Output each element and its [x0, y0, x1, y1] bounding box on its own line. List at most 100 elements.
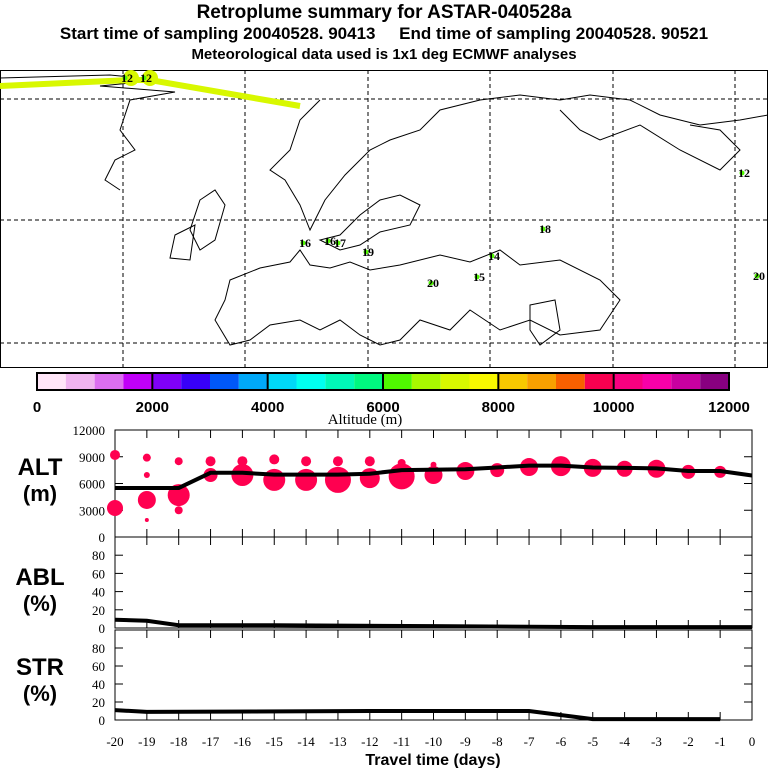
plume-point [325, 238, 331, 244]
plume-point [739, 170, 745, 176]
altitude-dot [324, 466, 351, 493]
colorbar-swatch [383, 373, 412, 390]
panel-label: STR [16, 654, 64, 681]
x-tick-label: -4 [619, 734, 630, 749]
colorbar-tick-label: 12000 [708, 399, 750, 416]
colorbar-swatch [411, 373, 441, 390]
alt-panel: 0 3000 6000 9000 12000 ALT(m) [18, 423, 753, 545]
plume-point [335, 240, 341, 246]
x-tick-label: -3 [651, 734, 662, 749]
colorbar-swatch [671, 373, 701, 390]
panel-unit: (%) [23, 591, 57, 616]
colorbar-swatch [37, 373, 66, 390]
y-tick-label: 60 [92, 566, 105, 581]
x-tick-label: 0 [749, 734, 756, 749]
altitude-dot [144, 518, 149, 523]
plume-point [363, 249, 369, 255]
colorbar: 0 2000 4000 6000 8000 10000 12000 Altitude (m) [33, 372, 750, 428]
x-tick-label: -5 [587, 734, 598, 749]
panel-unit: (%) [23, 681, 57, 706]
sampling-times: Start time of sampling 20040528. 90413 E… [59, 24, 709, 43]
x-tick-label: -13 [329, 734, 346, 749]
altitude-dot [143, 472, 150, 479]
panel-label: ABL [15, 564, 64, 591]
colorbar-swatch [325, 373, 355, 390]
altitude-dot [110, 449, 120, 460]
map-day-label: 15 [473, 270, 485, 284]
str-panel: 0 20 40 60 80 STR(%) [16, 629, 753, 728]
x-tick-label: -12 [361, 734, 378, 749]
colorbar-swatch [181, 373, 210, 390]
altitude-dot [174, 506, 183, 515]
altitude-dot [364, 456, 375, 467]
plume-point [141, 75, 147, 81]
colorbar-swatch [642, 373, 672, 390]
colorbar-swatch [152, 373, 182, 390]
chart-title: Retroplume summary for ASTAR-040528a [196, 2, 572, 23]
colorbar-swatch [556, 373, 585, 390]
colorbar-tick-label: 6000 [366, 399, 399, 416]
y-tick-label: 80 [92, 641, 105, 656]
y-tick-label: 12000 [73, 423, 106, 438]
map-day-label: 14 [488, 249, 500, 263]
plume-point [540, 226, 546, 232]
map-day-label: 20 [427, 276, 439, 290]
x-tick-label: -16 [234, 734, 252, 749]
map-day-label: 16 [324, 234, 336, 248]
panel-unit: (m) [23, 481, 57, 506]
x-tick-label: -7 [524, 734, 535, 749]
x-tick-label: -10 [425, 734, 442, 749]
altitude-dot [237, 456, 248, 467]
altitude-dot [388, 463, 415, 490]
colorbar-swatch [94, 373, 124, 390]
colorbar-swatch [65, 373, 95, 390]
x-tick-label: -1 [715, 734, 726, 749]
altitude-dot [142, 453, 151, 462]
alt-line [115, 463, 753, 490]
y-tick-label: 0 [99, 530, 106, 545]
panel-label: ALT [18, 454, 63, 481]
colorbar-swatch [354, 373, 383, 390]
colorbar-tick-label: 2000 [136, 399, 169, 416]
x-tick-label: -6 [555, 734, 566, 749]
abl-line [114, 617, 752, 630]
colorbar-swatch [123, 373, 153, 390]
str-line [114, 708, 721, 722]
y-tick-label: 80 [92, 548, 105, 563]
x-tick-label: -15 [266, 734, 283, 749]
map-day-label: 19 [362, 245, 374, 259]
plume-point [489, 253, 495, 259]
map-day-label: 12 [738, 166, 750, 180]
altitude-dot [137, 490, 156, 509]
x-tick-label: -17 [202, 734, 220, 749]
map-day-label: 18 [539, 222, 551, 236]
y-tick-label: 20 [92, 603, 105, 618]
plume-marker [123, 70, 139, 86]
y-tick-label: 9000 [79, 450, 105, 465]
map-day-label: 12 [121, 71, 133, 85]
altitude-dot [332, 456, 343, 467]
plume-point [428, 280, 434, 286]
y-tick-label: 60 [92, 659, 105, 674]
x-tick-label: -2 [683, 734, 694, 749]
altitude-dot [205, 456, 216, 467]
y-tick-label: 20 [92, 695, 105, 710]
plot-frame [114, 629, 753, 721]
x-tick-label: -11 [393, 734, 410, 749]
colorbar-swatch [238, 373, 268, 390]
plume-point [122, 75, 128, 81]
colorbar-tick-label: 10000 [593, 399, 635, 416]
plume-point [474, 274, 480, 280]
plume-point [300, 240, 306, 246]
altitude-dot [301, 456, 312, 467]
colorbar-swatch [210, 373, 239, 390]
x-tick-label: -20 [106, 734, 123, 749]
colorbar-tick-label: 0 [33, 399, 41, 416]
x-tick-label: -18 [170, 734, 187, 749]
colorbar-swatch [584, 373, 614, 390]
colorbar-title: Altitude (m) [328, 412, 403, 428]
coastlines [0, 74, 768, 346]
altitude-dot [231, 464, 254, 487]
map-day-label: 16 [299, 236, 311, 250]
